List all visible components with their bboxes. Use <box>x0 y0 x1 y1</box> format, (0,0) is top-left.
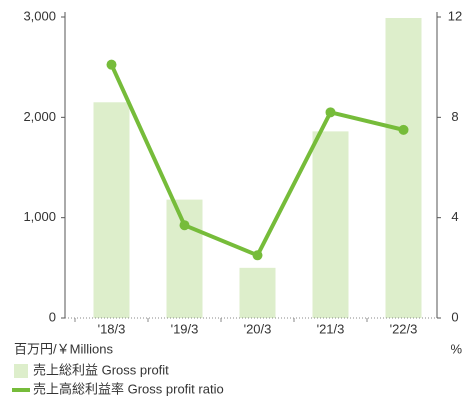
bar <box>239 267 276 318</box>
line-point <box>325 107 336 118</box>
x-tick-label: '20/3 <box>244 321 272 336</box>
y2-tick-label: 0 <box>451 309 458 324</box>
bar <box>93 102 130 319</box>
line-point <box>179 220 190 231</box>
line <box>109 63 404 258</box>
y2-tick-label: 8 <box>451 109 458 124</box>
y-tick-label: 3,000 <box>23 8 56 23</box>
bar <box>385 18 422 319</box>
legend-label: 売上総利益 Gross profit <box>33 362 169 377</box>
y-tick-label: 0 <box>49 309 56 324</box>
y-tick-label: 1,000 <box>23 209 56 224</box>
legend-label: 売上高総利益率 Gross profit ratio <box>33 381 224 396</box>
bar <box>312 131 349 318</box>
line-point <box>252 250 263 261</box>
y-tick-label: 2,000 <box>23 109 56 124</box>
x-tick-label: '19/3 <box>171 321 199 336</box>
y-axis-label: 百万円/￥Millions <box>14 341 113 356</box>
line-point <box>398 124 409 135</box>
x-tick-label: '21/3 <box>317 321 345 336</box>
y2-tick-label: 12 <box>448 8 462 23</box>
y2-axis-label: % <box>450 341 462 356</box>
y2-tick-label: 4 <box>451 209 458 224</box>
x-tick-label: '22/3 <box>390 321 418 336</box>
bar <box>166 199 203 318</box>
line-point <box>106 59 117 70</box>
legend-swatch <box>14 364 28 378</box>
x-tick-label: '18/3 <box>98 321 126 336</box>
